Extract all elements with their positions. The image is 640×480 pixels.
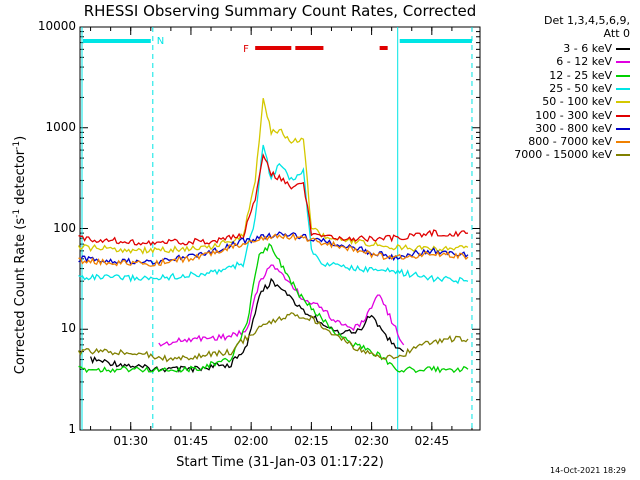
- legend-label-6: 300 - 800 keV: [535, 121, 612, 135]
- series-line-1: [158, 264, 405, 347]
- series-line-8: [77, 312, 469, 363]
- legend-swatch-2: [616, 74, 630, 77]
- x-axis-label: Start Time (31-Jan-03 01:17:22): [176, 455, 384, 470]
- timestamp: 14-Oct-2021 18:29: [550, 466, 626, 475]
- legend-label-5: 100 - 300 keV: [535, 108, 612, 122]
- legend-swatch-7: [616, 141, 630, 144]
- x-tick-label: 02:45: [414, 434, 450, 448]
- y-tick-label: 1000: [45, 119, 76, 134]
- legend-swatch-1: [616, 61, 630, 64]
- y-tick-label: 100: [53, 220, 76, 235]
- legend-label-2: 12 - 25 keV: [549, 68, 612, 82]
- legend-label-4: 50 - 100 keV: [542, 95, 612, 109]
- legend-swatch-3: [616, 87, 630, 90]
- legend-header-line2: Att 0: [603, 27, 630, 40]
- y-axis-label: Corrected Count Rate (s-1 detector-1): [11, 135, 29, 375]
- x-tick-label: 02:00: [233, 434, 269, 448]
- legend-label-7: 800 - 7000 keV: [528, 135, 612, 149]
- series-line-4: [77, 98, 469, 255]
- legend-swatch-0: [616, 48, 630, 50]
- flare-bar-label: F: [243, 44, 249, 55]
- legend-label-8: 7000 - 15000 keV: [514, 148, 612, 162]
- legend-swatch-5: [616, 114, 630, 117]
- x-tick-label: 01:30: [113, 434, 149, 448]
- series-line-2: [78, 242, 469, 374]
- y-tick-label: 10000: [37, 19, 76, 33]
- series-line-5: [78, 152, 469, 247]
- chart-title: RHESSI Observing Summary Count Rates, Co…: [83, 2, 477, 20]
- legend-label-0: 3 - 6 keV: [563, 42, 612, 55]
- series-line-0: [89, 277, 405, 374]
- x-tick-label: 01:45: [173, 434, 209, 448]
- x-tick-label: 02:15: [294, 434, 329, 448]
- y-tick-label: 1: [68, 422, 76, 436]
- x-tick-label: 02:30: [354, 434, 389, 448]
- legend-swatch-8: [616, 154, 630, 157]
- legend-label-1: 6 - 12 keV: [556, 55, 612, 69]
- legend-swatch-6: [616, 127, 630, 130]
- legend-swatch-4: [616, 101, 630, 104]
- y-tick-label: 10: [60, 321, 76, 336]
- night-bar-label: N: [157, 36, 164, 47]
- series-line-7: [78, 232, 469, 267]
- legend-header-line1: Det 1,3,4,5,6,9,: [543, 14, 630, 27]
- legend-label-3: 25 - 50 keV: [549, 81, 612, 95]
